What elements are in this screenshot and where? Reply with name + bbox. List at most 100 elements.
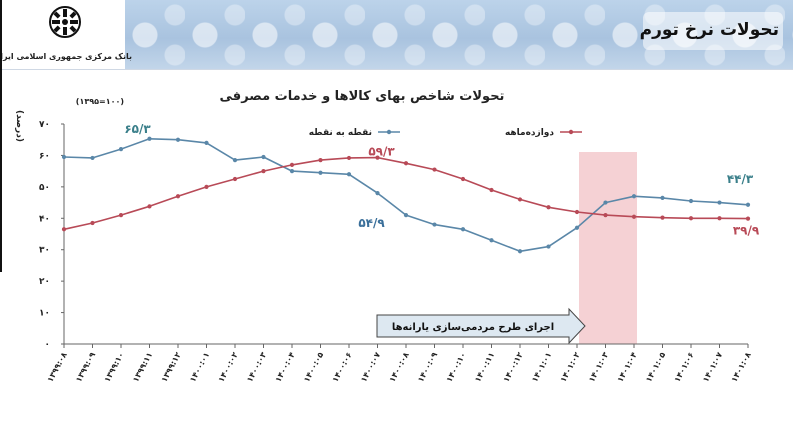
series-2-point [631,214,637,219]
series-1-point [232,158,238,163]
series-2-point [90,220,95,226]
series-1-point [432,222,437,227]
header-banner: تحولات نرخ تورم بانک مرکزی جمهوری اسلامی… [0,0,793,70]
series-2-point [118,213,124,218]
series-2-point [61,227,67,232]
series-line-1 [63,137,749,253]
series-2-point [261,169,266,174]
shaded-region [579,152,637,344]
series-1-point [745,202,751,207]
x-tick-label: ۱۴۰۱:۰۳ [587,351,610,384]
series-1-point [375,191,380,196]
data-label: ۶۵/۳ [124,122,151,136]
series-2-point [460,176,466,182]
banner-divider [0,69,793,70]
x-tick-label: ۱۴۰۰:۱۲ [502,351,525,384]
legend-label: دوازده‌ماهه [505,128,554,138]
y-tick-label: ۶۰ [39,151,50,161]
y-tick-label: ۲۰ [39,277,50,287]
series-2-point [346,155,352,161]
series-2-point [147,204,152,209]
x-tick-label: ۱۴۰۰:۰۸ [388,351,411,384]
x-tick-label: ۱۴۰۰:۰۷ [359,351,382,384]
left-edge-line [0,0,2,272]
series-1-point [90,155,95,161]
series-1-point [346,172,352,177]
x-tick-label: ۱۳۹۹:۱۱ [131,351,154,384]
series-2-point [432,167,437,172]
x-tick-label: ۱۴۰۰:۰۲ [217,351,240,384]
series-1-point [175,137,181,142]
x-tick-label: ۱۴۰۱:۰۶ [673,351,696,384]
series-1-point [261,154,266,160]
y-axis-label: (درصد) [14,110,24,142]
series-2-point [745,216,751,221]
x-tick-label: ۱۳۹۹:۰۸ [46,351,69,384]
series-2-point [289,162,295,167]
series-1-point [574,225,580,230]
x-tick-label: ۱۴۰۱:۰۷ [701,351,724,384]
x-tick-label: ۱۴۰۰:۰۶ [331,351,354,384]
x-tick-label: ۱۳۹۹:۰۹ [74,351,97,384]
series-1-point [147,136,152,141]
series-2-point [574,209,580,215]
data-label: ۵۹/۳ [368,145,395,159]
series-1-point [460,227,466,232]
y-tick-label: ۳۰ [39,246,50,256]
x-tick-label: ۱۴۰۱:۰۱ [530,351,553,384]
series-1-point [546,244,551,249]
series-1-point [688,198,694,204]
x-tick-label: ۱۴۰۰:۰۴ [274,351,297,384]
legend-swatch-marker [386,129,392,135]
x-tick-label: ۱۳۹۹:۱۰ [103,351,126,384]
x-tick-label: ۱۴۰۰:۰۵ [302,351,325,384]
y-tick-label: ۱۰ [39,309,50,319]
data-label: ۴۴/۳ [727,172,754,186]
series-2-point [688,216,694,221]
series-1-point [631,194,637,199]
series-2-point [318,158,323,163]
series-2-point [517,197,523,202]
central-bank-emblem-icon [49,6,81,38]
x-tick-label: ۱۴۰۰:۰۱ [188,351,211,384]
series-2-point [232,176,238,182]
x-tick-label: ۱۴۰۱:۰۵ [644,351,667,384]
x-tick-label: ۱۴۰۰:۰۳ [245,351,268,384]
callout-label: اجرای طرح مردمی‌سازی یارانه‌ها [392,322,554,333]
x-tick-label: ۱۴۰۰:۰۹ [416,351,439,384]
series-2-point [717,216,722,221]
x-tick-label: ۱۴۰۱:۰۲ [559,351,582,384]
series-2-point [546,205,551,210]
data-label: ۳۹/۹ [733,224,760,238]
series-1-point [289,169,295,174]
x-tick-label: ۱۴۰۰:۱۱ [473,351,496,384]
legend-label: نقطه به نقطه [309,128,372,138]
series-1-point [403,213,409,218]
series-1-point [717,200,722,205]
series-1-point [517,249,523,254]
series-1-point [603,200,608,205]
series-1-point [318,170,323,175]
series-1-point [489,238,494,243]
series-1-point [660,195,665,200]
series-line-2 [63,156,749,231]
series-1-point [204,140,209,145]
x-tick-label: ۱۴۰۱:۰۴ [616,351,639,384]
page-title: تحولات نرخ تورم [639,20,779,40]
series-2-point [603,213,608,218]
data-label: ۵۴/۹ [358,216,385,230]
x-tick-label: ۱۳۹۹:۱۲ [160,351,183,384]
series-2-point [204,184,209,189]
x-tick-label: ۱۴۰۰:۱۰ [445,351,468,384]
chart-title: تحولات شاخص بهای کالاها و خدمات مصرفی [220,89,505,104]
series-2-point [175,194,181,199]
callout-arrow [376,307,586,345]
series-2-point [660,215,665,220]
y-tick-label: ۵۰ [39,183,50,193]
y-tick-label: ۴۰ [39,214,50,224]
series-1-point [118,147,124,152]
legend-swatch-marker [568,129,574,135]
series-2-point [375,155,380,160]
series-2-point [489,187,494,193]
